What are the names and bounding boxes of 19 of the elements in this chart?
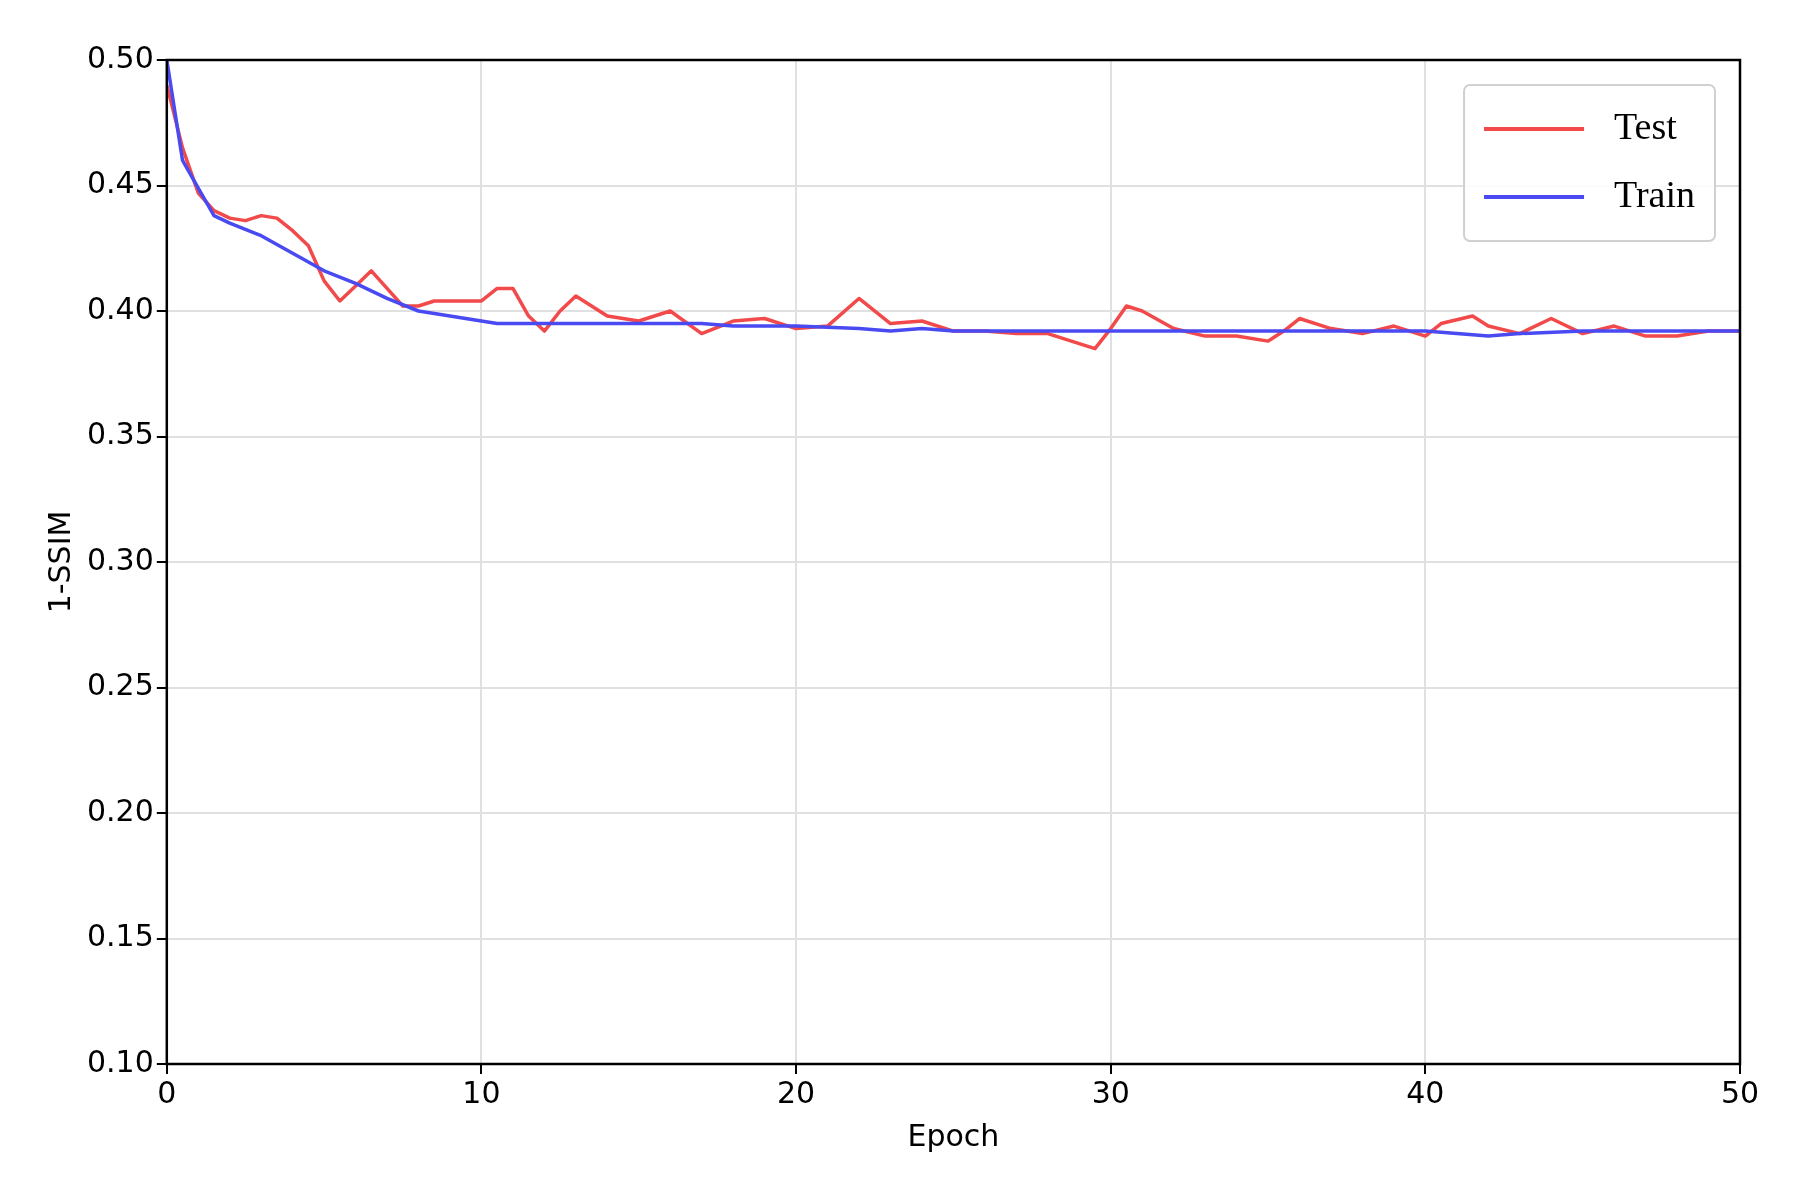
y-tick-label: 0.30	[87, 541, 154, 577]
x-tick-label: 20	[776, 1074, 816, 1110]
x-tick-label: 10	[462, 1074, 501, 1110]
x-tick-label: 0	[157, 1074, 177, 1110]
x-tick-label: 40	[1406, 1074, 1445, 1110]
x-axis-title: Epoch	[907, 1117, 1000, 1153]
y-tick-label: 0.10	[87, 1043, 154, 1079]
y-tick-label: 0.25	[87, 667, 154, 703]
y-tick-label: 0.45	[87, 165, 154, 201]
y-tick-label: 0.35	[87, 416, 154, 452]
y-tick-label: 0.15	[87, 918, 154, 954]
x-tick-label: 50	[1720, 1074, 1760, 1110]
x-tick-label: 30	[1091, 1074, 1130, 1110]
y-tick-label: 0.50	[87, 39, 154, 75]
y-tick-label: 0.40	[87, 290, 154, 326]
legend-label: Test	[1614, 104, 1678, 147]
y-axis-title: 1-SSIM	[41, 510, 77, 614]
legend-label: Train	[1614, 172, 1696, 215]
y-tick-label: 0.20	[87, 792, 154, 828]
